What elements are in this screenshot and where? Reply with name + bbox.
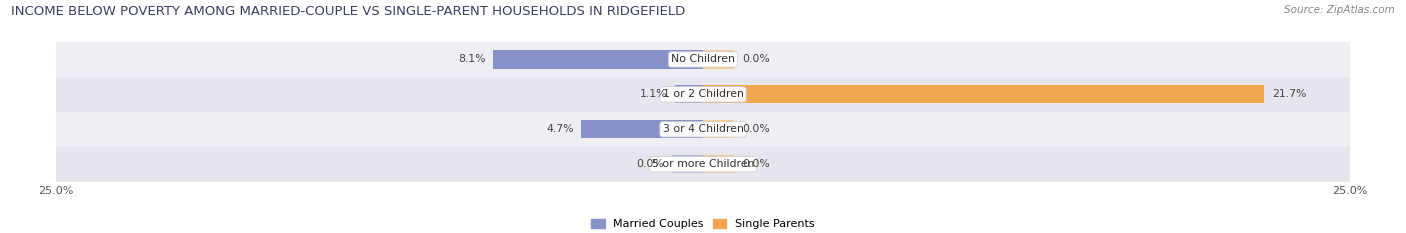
- Text: 1 or 2 Children: 1 or 2 Children: [662, 89, 744, 99]
- Bar: [675, 85, 703, 103]
- Bar: [703, 85, 1264, 103]
- Text: INCOME BELOW POVERTY AMONG MARRIED-COUPLE VS SINGLE-PARENT HOUSEHOLDS IN RIDGEFI: INCOME BELOW POVERTY AMONG MARRIED-COUPL…: [11, 5, 686, 18]
- Bar: [703, 155, 734, 173]
- Bar: [56, 147, 1350, 182]
- Legend: Married Couples, Single Parents: Married Couples, Single Parents: [592, 219, 814, 229]
- Bar: [56, 77, 1350, 112]
- Bar: [56, 112, 1350, 147]
- Text: 21.7%: 21.7%: [1272, 89, 1306, 99]
- Bar: [703, 120, 734, 138]
- Bar: [672, 155, 703, 173]
- Bar: [582, 120, 703, 138]
- Text: 5 or more Children: 5 or more Children: [652, 159, 754, 169]
- Text: Source: ZipAtlas.com: Source: ZipAtlas.com: [1284, 5, 1395, 15]
- Bar: [494, 50, 703, 69]
- Text: 0.0%: 0.0%: [742, 159, 769, 169]
- Text: 1.1%: 1.1%: [640, 89, 666, 99]
- Bar: [56, 42, 1350, 77]
- Text: 0.0%: 0.0%: [742, 55, 769, 64]
- Text: No Children: No Children: [671, 55, 735, 64]
- Text: 4.7%: 4.7%: [546, 124, 574, 134]
- Text: 0.0%: 0.0%: [742, 124, 769, 134]
- Text: 3 or 4 Children: 3 or 4 Children: [662, 124, 744, 134]
- Text: 0.0%: 0.0%: [637, 159, 664, 169]
- Bar: [703, 50, 734, 69]
- Text: 8.1%: 8.1%: [458, 55, 485, 64]
